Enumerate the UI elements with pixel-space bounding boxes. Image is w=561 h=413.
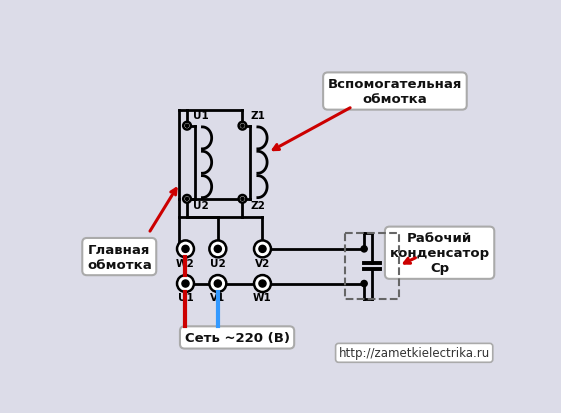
Circle shape bbox=[241, 125, 244, 128]
Text: U2: U2 bbox=[210, 258, 226, 268]
Circle shape bbox=[214, 280, 222, 287]
Circle shape bbox=[183, 195, 191, 203]
Circle shape bbox=[209, 241, 226, 258]
Circle shape bbox=[209, 275, 226, 292]
Circle shape bbox=[254, 275, 271, 292]
Circle shape bbox=[361, 281, 367, 287]
Circle shape bbox=[259, 246, 266, 253]
Text: U1: U1 bbox=[193, 111, 209, 121]
Bar bbox=[345, 234, 399, 299]
Text: Z2: Z2 bbox=[250, 201, 265, 211]
Circle shape bbox=[177, 275, 194, 292]
Circle shape bbox=[182, 280, 189, 287]
Circle shape bbox=[361, 246, 367, 252]
Circle shape bbox=[241, 198, 244, 201]
Circle shape bbox=[182, 246, 189, 253]
Text: V2: V2 bbox=[255, 258, 270, 268]
Text: W1: W1 bbox=[253, 293, 272, 303]
Circle shape bbox=[185, 125, 188, 128]
Circle shape bbox=[254, 241, 271, 258]
Text: W2: W2 bbox=[176, 258, 195, 268]
Circle shape bbox=[238, 195, 246, 203]
Text: Главная
обмотка: Главная обмотка bbox=[87, 243, 151, 271]
Text: U1: U1 bbox=[178, 293, 194, 303]
Text: Сеть ~220 (В): Сеть ~220 (В) bbox=[185, 331, 289, 344]
Circle shape bbox=[183, 123, 191, 130]
Text: U2: U2 bbox=[193, 201, 209, 211]
Circle shape bbox=[177, 241, 194, 258]
Text: V1: V1 bbox=[210, 293, 226, 303]
Text: http://zametkielectrika.ru: http://zametkielectrika.ru bbox=[338, 347, 490, 359]
Circle shape bbox=[214, 246, 222, 253]
Circle shape bbox=[238, 123, 246, 130]
Circle shape bbox=[185, 198, 188, 201]
Text: Z1: Z1 bbox=[250, 111, 265, 121]
Text: Рабочий
конденсатор
Ср: Рабочий конденсатор Ср bbox=[389, 232, 490, 275]
Circle shape bbox=[259, 280, 266, 287]
Text: Вспомогательная
обмотка: Вспомогательная обмотка bbox=[328, 78, 462, 106]
